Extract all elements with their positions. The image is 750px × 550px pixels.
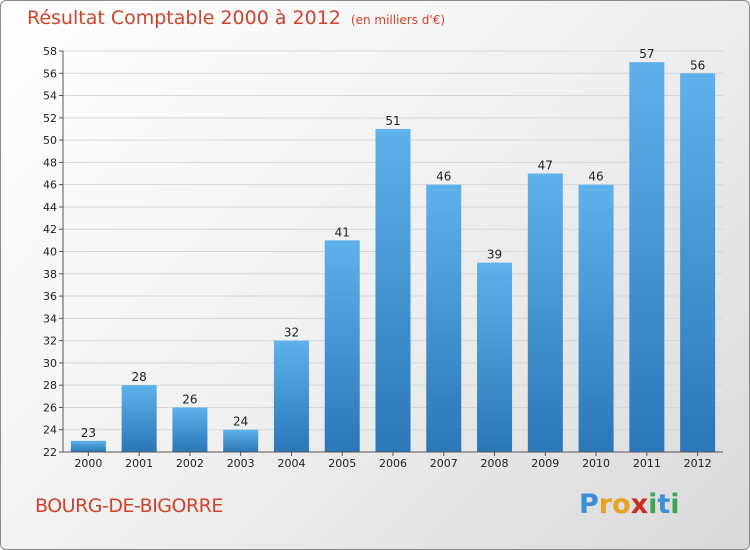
y-tick-label: 26 xyxy=(43,401,57,414)
y-tick-label: 54 xyxy=(43,90,57,103)
y-tick-label: 32 xyxy=(43,335,57,348)
bar-value-label: 46 xyxy=(588,170,603,184)
bar-2003 xyxy=(223,429,259,452)
bar-value-label: 32 xyxy=(284,326,299,340)
y-tick-label: 48 xyxy=(43,156,57,169)
y-tick-label: 44 xyxy=(43,201,57,214)
chart-title-unit: (en milliers d'€) xyxy=(350,13,446,27)
bar-2012 xyxy=(680,73,716,453)
bar-2011 xyxy=(629,62,665,453)
x-tick-label: 2012 xyxy=(684,457,712,470)
bar-2008 xyxy=(477,262,513,452)
logo-letter: t xyxy=(657,489,671,520)
bar-2010 xyxy=(578,184,614,452)
bar-2000 xyxy=(70,440,106,452)
y-tick-label: 24 xyxy=(43,424,57,437)
y-tick-label: 22 xyxy=(43,446,57,459)
y-tick-label: 36 xyxy=(43,290,57,303)
logo-letter: i xyxy=(670,489,680,520)
bar-value-label: 46 xyxy=(436,170,451,184)
chart-title-main: Résultat Comptable 2000 à 2012 xyxy=(27,7,341,29)
bar-value-label: 56 xyxy=(690,58,705,72)
x-tick-label: 2008 xyxy=(481,457,509,470)
bar-value-label: 23 xyxy=(81,426,96,440)
bar-value-label: 39 xyxy=(487,248,502,262)
x-tick-label: 2007 xyxy=(430,457,458,470)
y-tick-label: 38 xyxy=(43,268,57,281)
y-tick-label: 52 xyxy=(43,112,57,125)
x-tick-label: 2003 xyxy=(227,457,255,470)
logo-letter: o xyxy=(612,489,631,520)
x-tick-label: 2006 xyxy=(379,457,407,470)
bar-value-label: 26 xyxy=(182,392,197,406)
x-tick-label: 2009 xyxy=(531,457,559,470)
y-tick-label: 42 xyxy=(43,223,57,236)
axes: 22 24 26 28 30 32 34 36 38 40 42 44 46 48 50 52 54 56 58 20… xyxy=(43,45,723,470)
bar-2002 xyxy=(172,407,208,452)
bar-value-label: 41 xyxy=(335,225,350,239)
bar-2001 xyxy=(121,385,157,452)
x-tick-label: 2001 xyxy=(125,457,153,470)
bars: 23 28 26 24 32 41 51 46 39 47 46 57 56 xyxy=(70,47,716,453)
y-tick-label: 40 xyxy=(43,246,57,259)
chart-title: Résultat Comptable 2000 à 2012 (en millie… xyxy=(27,7,445,29)
logo-letter: r xyxy=(598,489,613,520)
y-tick-label: 28 xyxy=(43,379,57,392)
logo-letter: P xyxy=(579,489,599,520)
logo-letter: x xyxy=(630,489,649,520)
y-tick-label: 50 xyxy=(43,134,57,147)
bar-2005 xyxy=(324,240,360,452)
logo-letter: i xyxy=(648,489,658,520)
bar-2006 xyxy=(375,128,411,452)
bar-value-label: 57 xyxy=(639,47,654,61)
bar-value-label: 24 xyxy=(233,415,248,429)
bar-value-label: 47 xyxy=(538,159,553,173)
x-tick-label: 2005 xyxy=(328,457,356,470)
y-tick-label: 30 xyxy=(43,357,57,370)
y-tick-label: 46 xyxy=(43,179,57,192)
y-tick-label: 58 xyxy=(43,45,57,58)
x-tick-label: 2000 xyxy=(74,457,102,470)
bar-value-label: 51 xyxy=(385,114,400,128)
proxiti-logo[interactable]: Proxiti xyxy=(579,489,680,520)
x-tick-label: 2002 xyxy=(176,457,204,470)
y-tick-label: 56 xyxy=(43,67,57,80)
bar-2004 xyxy=(273,340,309,452)
bar-2007 xyxy=(426,184,462,452)
y-tick-label: 34 xyxy=(43,312,57,325)
bar-2009 xyxy=(527,173,563,452)
x-tick-label: 2011 xyxy=(633,457,661,470)
x-tick-label: 2004 xyxy=(277,457,305,470)
town-name: BOURG-DE-BIGORRE xyxy=(35,495,223,517)
x-tick-label: 2010 xyxy=(582,457,610,470)
bar-value-label: 28 xyxy=(132,370,147,384)
